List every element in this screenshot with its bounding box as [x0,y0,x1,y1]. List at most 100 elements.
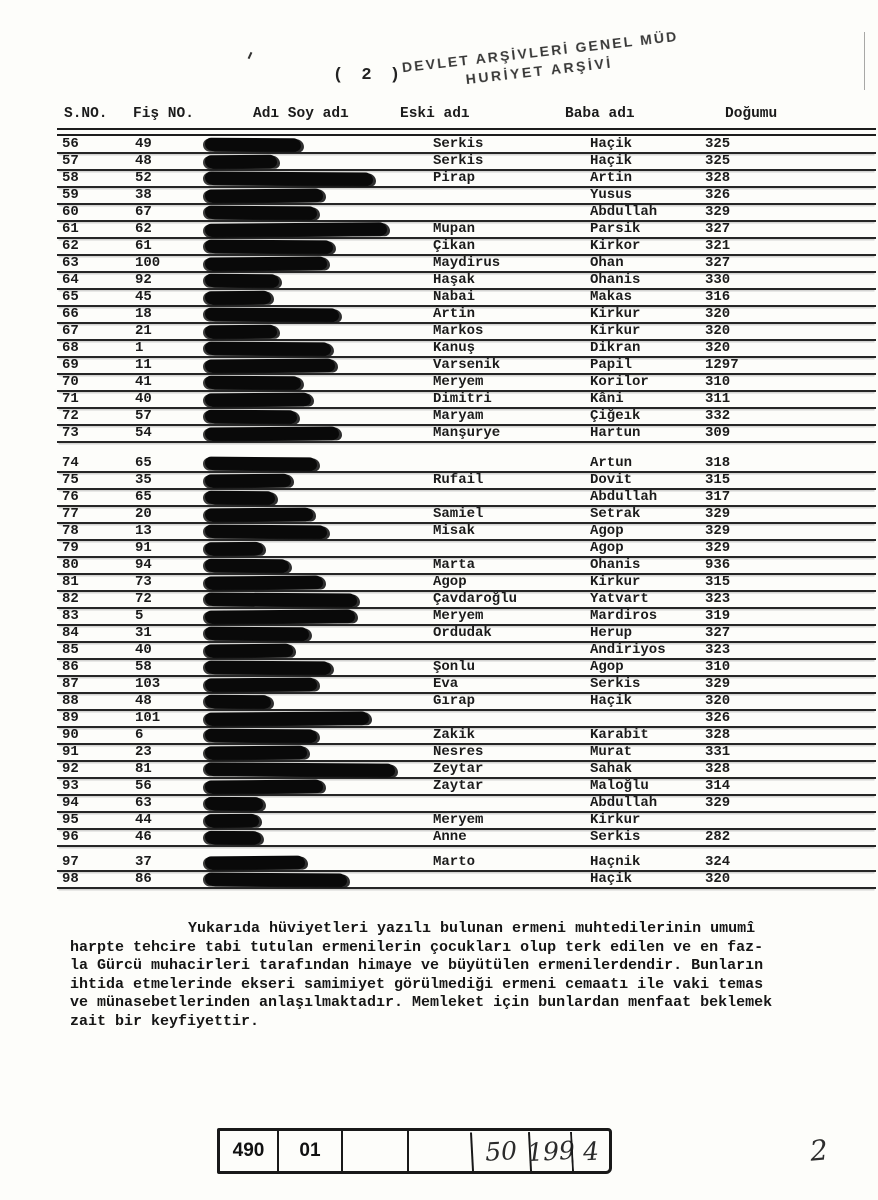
cell-baba-adi: Artin [590,170,633,186]
cell-baba-adi: Kirkor [590,238,641,254]
table-row: 59 38 Yusus 326 [57,188,876,205]
cell-eski-adi: Gırap [433,693,476,709]
cell-s-no: 97 [62,854,79,870]
cell-s-no: 94 [62,795,79,811]
table-row: 68 1 Kanuş Dikran 320 [57,341,876,358]
cell-dogumu: 328 [705,170,731,186]
cell-dogumu: 332 [705,408,731,424]
redacted-name-bar [204,626,310,641]
cell-fis-no: 57 [135,408,152,424]
cell-s-no: 80 [62,557,79,573]
cell-eski-adi: Pirap [433,170,476,186]
archive-reference-box: 490 01 50 199 4 [217,1128,612,1174]
cell-baba-adi: Andiriyos [590,642,666,658]
cell-eski-adi: Zaytar [433,778,484,794]
cell-baba-adi: Murat [590,744,633,760]
cell-eski-adi: Anne [433,829,467,845]
cell-s-no: 79 [62,540,79,556]
cell-s-no: 67 [62,323,79,339]
cell-dogumu: 314 [705,778,731,794]
cell-fis-no: 103 [135,676,161,692]
redacted-name-bar [204,239,334,254]
cell-dogumu: 318 [705,455,731,471]
cell-s-no: 60 [62,204,79,220]
table-row: 67 21 Markos Kirkur 320 [57,324,876,341]
cell-eski-adi: Maydirus [433,255,501,271]
cell-dogumu: 329 [705,204,731,220]
cell-baba-adi: Kâni [590,391,624,407]
cell-dogumu: 320 [705,306,731,322]
cell-dogumu: 329 [705,523,731,539]
cell-fis-no: 21 [135,323,152,339]
table-row: 83 5 Meryem Mardiros 319 [57,609,876,626]
cell-eski-adi: Ordudak [433,625,492,641]
cell-s-no: 68 [62,340,79,356]
table-row: 66 18 Artin Kirkur 320 [57,307,876,324]
ref-cell-1: 490 [232,1140,265,1161]
cell-dogumu: 321 [705,238,731,254]
cell-baba-adi: Abdullah [590,795,658,811]
cell-dogumu: 327 [705,221,731,237]
table-row: 73 54 Manşurye Hartun 309 [57,426,876,443]
redacted-name-bar [204,855,306,870]
cell-fis-no: 54 [135,425,152,441]
cell-dogumu: 325 [705,136,731,152]
cell-dogumu: 329 [705,540,731,556]
cell-fis-no: 100 [135,255,161,271]
cell-fis-no: 5 [135,608,144,624]
cell-fis-no: 23 [135,744,152,760]
cell-dogumu: 329 [705,795,731,811]
cell-dogumu: 328 [705,761,731,777]
cell-fis-no: 72 [135,591,152,607]
cell-fis-no: 31 [135,625,152,641]
cell-s-no: 77 [62,506,79,522]
table-row: 64 92 Haşak Ohanis 330 [57,273,876,290]
cell-baba-adi: Kirkur [590,323,641,339]
cell-s-no: 71 [62,391,79,407]
cell-eski-adi: Çikan [433,238,476,254]
table-row: 71 40 Dimitri Kâni 311 [57,392,876,409]
cell-baba-adi: Setrak [590,506,641,522]
cell-baba-adi: Dovit [590,472,633,488]
redacted-name-bar [204,660,332,675]
cell-baba-adi: Parsik [590,221,641,237]
cell-baba-adi: Haçik [590,871,633,887]
cell-s-no: 59 [62,187,79,203]
cell-s-no: 74 [62,455,79,471]
summary-paragraph: Yukarıda hüviyetleri yazılı bulunan erme… [70,920,866,1032]
cell-dogumu: 320 [705,871,731,887]
cell-dogumu: 317 [705,489,731,505]
cell-eski-adi: Şonlu [433,659,476,675]
table-row: 72 57 Maryam Çiğeık 332 [57,409,876,426]
cell-fis-no: 62 [135,221,152,237]
cell-s-no: 63 [62,255,79,271]
persons-table: S.NO. Fiş NO. Adı Soy adı Eski adı Baba … [57,106,876,889]
scan-edge-line [864,32,865,90]
table-row: 57 48 Serkis Haçik 325 [57,154,876,171]
table-row: 89 101 326 [57,711,876,728]
cell-dogumu: 325 [705,153,731,169]
cell-dogumu: 310 [705,659,731,675]
cell-s-no: 85 [62,642,79,658]
redacted-name-bar [204,358,336,373]
ref-cell-2: 01 [277,1131,341,1171]
cell-fis-no: 91 [135,540,152,556]
table-body: 56 49 Serkis Haçik 325 57 48 Serkis Haçik 325 58 52… [57,137,876,889]
cell-baba-adi: Haçik [590,693,633,709]
cell-s-no: 82 [62,591,79,607]
cell-fis-no: 86 [135,871,152,887]
redacted-name-bar [204,779,324,794]
cell-s-no: 93 [62,778,79,794]
cell-baba-adi: Agop [590,540,624,556]
cell-eski-adi: Maryam [433,408,484,424]
redacted-name-bar [204,728,318,743]
cell-eski-adi: Kanuş [433,340,476,356]
cell-fis-no: 48 [135,693,152,709]
cell-dogumu: 324 [705,854,731,870]
cell-dogumu: 309 [705,425,731,441]
paragraph-line: ve münasebetlerinden anlaşılmaktadır. Me… [70,994,773,1012]
cell-dogumu: 315 [705,574,731,590]
cell-fis-no: 6 [135,727,144,743]
redacted-name-bar [204,392,312,407]
cell-s-no: 57 [62,153,79,169]
